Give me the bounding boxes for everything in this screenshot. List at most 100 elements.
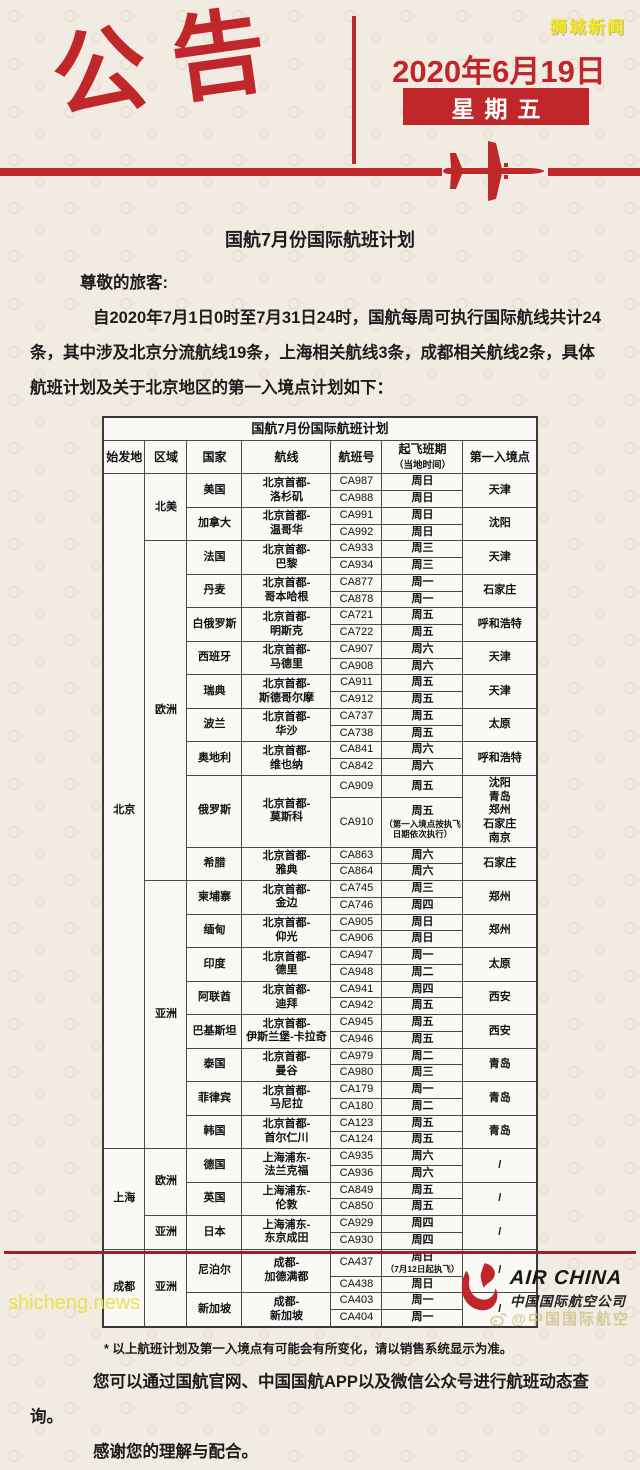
salutation: 尊敬的旅客: — [80, 274, 168, 292]
flight-number-cell: CA912 — [330, 691, 383, 709]
flight-number-cell: CA979 — [330, 1047, 383, 1066]
flight-row: 北京 北美 美国 北京首都- 洛杉矶 CA987 周日 天津 — [102, 473, 538, 1150]
departure-days-cell: 周五 — [381, 1114, 464, 1133]
flight-number-cell: CA988 — [330, 490, 383, 508]
country-cell: 西班牙 — [186, 640, 243, 676]
region-cell: 欧洲 — [144, 540, 188, 882]
first-entry-point-cell: 天津 — [462, 674, 538, 709]
departure-days-cell: 周日 — [381, 473, 464, 492]
flight-row: CA746 周四 — [103, 896, 537, 915]
departure-days-cell: 周六 — [381, 1148, 464, 1166]
airplane-icon — [443, 141, 544, 201]
departure-days-cell: 周一 — [381, 1081, 464, 1099]
departure-days-cell: 周四 — [381, 896, 464, 915]
route-cell: 成都- 加德满都 — [241, 1248, 332, 1294]
page-title: 国航7月份国际航班计划 — [224, 230, 415, 250]
departure-days-cell: 周三 — [381, 540, 464, 559]
departure-days-cell: 周三 — [381, 557, 464, 575]
route-cell: 北京首都- 巴黎 — [241, 540, 332, 575]
main-content: 国航7月份国际航班计划 尊敬的旅客: 自2020年7月1日0时至7月31日24时… — [0, 216, 640, 1470]
departure-days-cell: 周一 — [381, 1309, 464, 1328]
flight-row: CA948 周二 — [103, 963, 537, 982]
flight-number-cell: CA945 — [330, 1014, 383, 1032]
flight-number-cell: CA403 — [330, 1292, 383, 1311]
route-cell: 北京首都- 华沙 — [241, 707, 332, 743]
departure-days-cell: 周日 — [381, 523, 464, 542]
first-entry-point-cell: 呼和浩特 — [462, 607, 538, 642]
departure-days-cell: 周五 — [381, 1181, 464, 1200]
watermark-top-right: 狮城新闻 — [550, 18, 626, 37]
country-cell: 俄罗斯 — [186, 774, 243, 848]
flight-row: 成都 亚洲 尼泊尔 成都- 加德满都 CA437 周日 （7月12日起执飞） / — [102, 1248, 538, 1328]
first-entry-point-cell: 天津 — [462, 473, 538, 508]
double-rule-right — [548, 168, 640, 176]
first-entry-point-cell: / — [462, 1181, 538, 1217]
departure-days-cell: 周五 — [381, 707, 464, 726]
flight-number-cell: CA991 — [330, 506, 383, 525]
country-cell: 丹麦 — [186, 573, 243, 609]
flight-number-cell: CA737 — [330, 707, 383, 726]
flight-number-cell: CA933 — [330, 540, 383, 559]
flight-number-cell: CA947 — [330, 947, 383, 965]
watermark-bottom-right: @中国国际航空 — [489, 1308, 630, 1329]
country-cell: 巴基斯坦 — [186, 1014, 243, 1049]
first-entry-point-cell: 青岛 — [462, 1114, 538, 1150]
region-cell: 亚洲 — [144, 1248, 188, 1328]
flight-row: CA908 周六 — [103, 657, 537, 676]
country-cell: 加拿大 — [186, 506, 243, 542]
first-entry-point-cell: 郑州 — [462, 880, 538, 915]
flight-row: 欧洲 法国 北京首都- 巴黎 CA933 周三 天津 — [103, 540, 538, 882]
first-entry-point-cell: 沈阳 青岛 郑州 石家庄 南京 — [462, 774, 538, 848]
flight-row: CA722 周五 — [103, 624, 537, 642]
departure-days-cell: 周日 — [381, 913, 464, 932]
route-cell: 北京首都- 维也纳 — [241, 741, 332, 776]
departure-days-cell: 周三 — [381, 1064, 464, 1083]
flight-row: 菲律宾 北京首都- 马尼拉 CA179 周一 青岛 — [103, 1081, 538, 1116]
flight-row: 亚洲 柬埔寨 北京首都- 金边 CA745 周三 郑州 — [103, 880, 538, 1150]
departure-days-cell: 周一 — [381, 1292, 464, 1311]
departure-days-cell: 周一 — [381, 590, 464, 609]
flight-row: CA124 周五 — [103, 1131, 537, 1150]
flight-number-cell: CA987 — [330, 473, 383, 492]
flight-number-cell: CA908 — [330, 657, 383, 676]
phoenix-icon — [461, 1263, 498, 1311]
departure-days-cell: 周日 — [381, 506, 464, 525]
vertical-divider — [352, 16, 356, 164]
flight-row: 泰国 北京首都- 曼谷 CA979 周二 青岛 — [103, 1047, 538, 1083]
region-cell: 欧洲 — [144, 1148, 188, 1217]
intro-paragraph: 自2020年7月1日0时至7月31日24时，国航每周可执行国际航线共计24条，其… — [30, 308, 601, 397]
country-cell: 印度 — [186, 947, 243, 982]
first-entry-point-cell: 太原 — [462, 707, 538, 743]
airchina-logo: AIR CHINA 中国国际航空公司 — [456, 1262, 626, 1314]
route-cell: 北京首都- 曼谷 — [241, 1047, 332, 1083]
closing-paragraph-1: 您可以通过国航官网、中国国航APP以及微信公众号进行航班动态查询。 — [30, 1372, 589, 1426]
column-header: 航线 — [241, 440, 332, 475]
flight-number-cell: CA906 — [330, 930, 383, 949]
first-entry-point-cell: 石家庄 — [462, 573, 538, 609]
departure-days-cell: 周六 — [381, 640, 464, 659]
flight-number-cell: CA123 — [330, 1114, 383, 1133]
flight-row: CA992 周日 — [103, 523, 537, 542]
country-cell: 希腊 — [186, 846, 243, 882]
country-cell: 英国 — [186, 1181, 243, 1217]
flight-number-cell: CA877 — [330, 573, 383, 592]
flight-number-cell: CA941 — [330, 980, 383, 999]
flight-number-cell: CA909 — [330, 774, 383, 799]
departure-days-cell: 周六 — [381, 863, 464, 882]
country-cell: 泰国 — [186, 1047, 243, 1083]
departure-days-cell: 周六 — [381, 657, 464, 676]
flight-number-cell: CA849 — [330, 1181, 383, 1200]
flight-row: 英国 上海浦东- 伦敦 CA849 周五 / — [103, 1181, 538, 1217]
route-cell: 北京首都- 德里 — [241, 947, 332, 982]
first-entry-point-cell: 沈阳 — [462, 506, 538, 542]
weekday-badge: 星期五 — [403, 88, 589, 125]
flight-row: CA912 周五 — [103, 691, 537, 709]
double-rule-left — [0, 168, 442, 176]
flight-row: CA910 周五 （第一入境点按执飞日期依次执行） — [103, 797, 537, 848]
flight-row: CA988 周日 — [103, 490, 537, 508]
flight-number-cell: CA905 — [330, 913, 383, 932]
route-cell: 北京首都- 明斯克 — [241, 607, 332, 642]
flight-row: 亚洲 日本 上海浦东- 东京成田 CA929 周四 / — [103, 1215, 538, 1250]
flight-number-cell: CA745 — [330, 880, 383, 898]
flight-row: 俄罗斯 北京首都- 莫斯科 CA909 周五 沈阳 青岛 郑州 石家庄 南京 — [103, 774, 538, 848]
